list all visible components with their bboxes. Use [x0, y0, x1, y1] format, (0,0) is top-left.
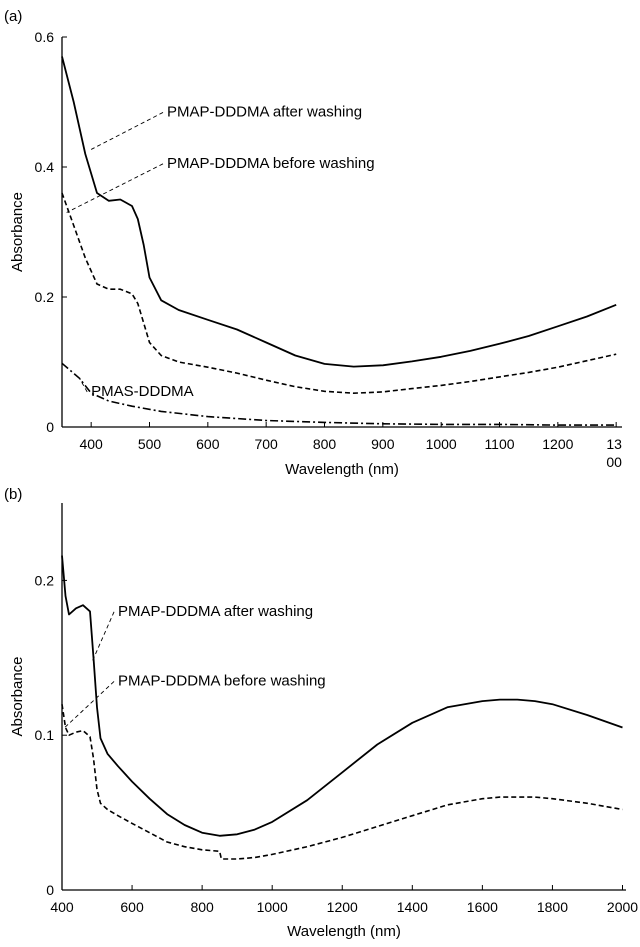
annotation-leader-line — [79, 378, 88, 393]
x-tick-label: 13 — [606, 436, 622, 452]
series-line-1 — [61, 192, 617, 394]
x-axis-label: Wavelength (nm) — [285, 461, 399, 478]
x-tick-label: 1600 — [467, 899, 498, 915]
series-annotation-label: PMAP-DDDMA after washing — [167, 103, 362, 120]
annotation-leader-line — [92, 611, 115, 662]
x-tick-label: 800 — [190, 899, 214, 915]
y-tick-label: 0.4 — [35, 159, 55, 175]
series-annotation-label: PMAP-DDDMA after washing — [118, 603, 313, 620]
x-tick-label: 900 — [371, 436, 395, 452]
series-line-1 — [61, 704, 623, 860]
x-tick-label: 00 — [606, 454, 622, 470]
series-annotation-label: PMAS-DDDMA — [91, 383, 194, 400]
x-tick-label: 600 — [196, 436, 220, 452]
panel-b-label: (b) — [4, 486, 23, 503]
series-annotation-label: PMAP-DDDMA before washing — [118, 672, 326, 689]
x-tick-label: 1400 — [397, 899, 428, 915]
series-line-0 — [61, 56, 617, 368]
y-tick-label: 0.1 — [35, 727, 55, 743]
chart-panel-0: 400 500 600 700 800 900 1000 1100 1200 130000.20.… — [9, 29, 622, 478]
x-tick-label: 400 — [50, 899, 74, 915]
x-tick-label: 800 — [313, 436, 337, 452]
x-tick-label: 600 — [120, 899, 144, 915]
annotation-leader-line — [90, 112, 164, 150]
annotation-leader-line — [66, 163, 164, 213]
x-tick-label: 500 — [138, 436, 162, 452]
x-tick-label: 1200 — [542, 436, 573, 452]
x-tick-label: 1200 — [327, 899, 358, 915]
x-tick-label: 1100 — [484, 436, 514, 452]
x-tick-label: 400 — [79, 436, 103, 452]
panel-a-label: (a) — [4, 8, 23, 25]
series-line-2 — [61, 362, 617, 426]
annotation-leader-line — [64, 681, 115, 728]
y-axis-label: Absorbance — [9, 192, 26, 272]
y-tick-label: 0.2 — [35, 572, 55, 588]
series-annotation-label: PMAP-DDDMA before washing — [167, 155, 375, 172]
x-axis-label: Wavelength (nm) — [287, 923, 401, 940]
x-tick-label: 700 — [254, 436, 278, 452]
x-tick-label: 1000 — [426, 436, 457, 452]
y-tick-label: 0 — [46, 419, 54, 435]
y-tick-label: 0.6 — [35, 29, 55, 45]
x-tick-label: 2000 — [607, 899, 638, 915]
x-tick-label: 1000 — [257, 899, 288, 915]
chart-panel-1: 400 600 800 1000 1200 1400 1600 1800 2000 0 0.1 0.2… — [9, 503, 638, 940]
y-axis-label: Absorbance — [9, 656, 26, 736]
x-tick-label: 1800 — [537, 899, 568, 915]
y-tick-label: 0 — [46, 882, 54, 898]
series-line-0 — [61, 555, 623, 837]
y-tick-label: 0.2 — [35, 289, 55, 305]
